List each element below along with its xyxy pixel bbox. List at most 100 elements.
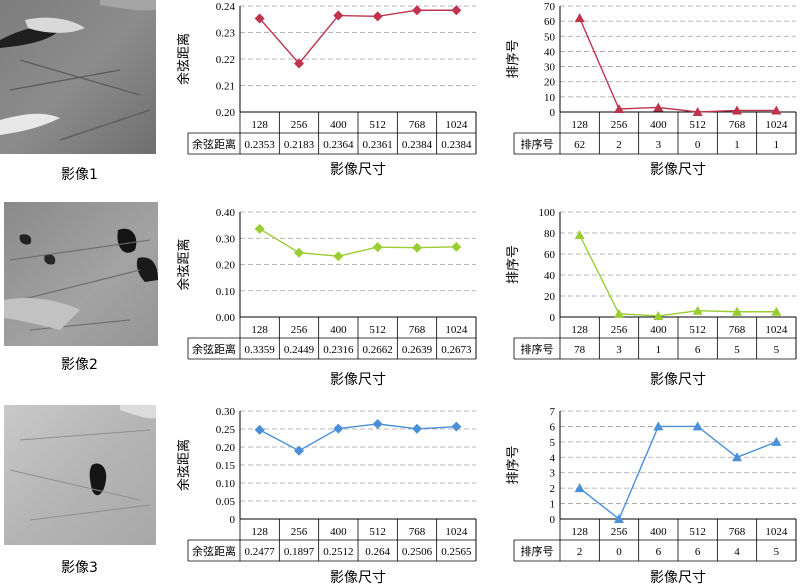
y-tick-label: 0.25	[216, 424, 236, 436]
y-tick-label: 0.15	[216, 460, 236, 472]
table-row-label: 排序号	[521, 544, 554, 558]
table-cell: 0.2316	[323, 344, 354, 356]
table-cell: 2	[616, 139, 622, 151]
x-tick-label: 1024	[765, 526, 788, 538]
y-tick-label: 0.10	[216, 478, 236, 490]
x-tick-label: 128	[251, 119, 268, 131]
table-cell: 5	[774, 344, 780, 356]
table-cell: 78	[574, 344, 586, 356]
y-tick-label: 2	[550, 483, 556, 495]
caption-image-1: 影像1	[61, 167, 98, 183]
x-tick-label: 512	[689, 119, 706, 131]
data-point	[653, 102, 664, 112]
data-point	[412, 423, 422, 434]
x-tick-label: 400	[650, 119, 667, 131]
satellite-image-1	[0, 0, 156, 154]
data-point	[614, 514, 624, 523]
data-point	[771, 105, 782, 115]
y-tick-label: 7	[550, 406, 556, 418]
data-point	[614, 103, 624, 113]
x-tick-label: 512	[369, 119, 386, 131]
table-cell: 5	[774, 546, 780, 558]
data-point	[771, 436, 782, 446]
y-tick-label: 30	[544, 62, 556, 74]
x-tick-label: 768	[409, 526, 426, 538]
table-cell: 0.264	[365, 546, 390, 558]
y-axis-label: 排序号	[506, 445, 521, 484]
x-tick-label: 1024	[765, 324, 788, 336]
x-tick-label: 1024	[445, 526, 468, 538]
table-cell: 1	[656, 344, 662, 356]
table-cell: 0.2353	[245, 139, 276, 151]
y-tick-label: 0.24	[216, 1, 236, 13]
y-tick-label: 0.20	[216, 442, 236, 454]
y-tick-label: 0.20	[216, 260, 236, 272]
table-cell: 0.2512	[323, 546, 353, 558]
table-cell: 0.2384	[441, 139, 472, 151]
chart-row1-cosine: 0.20 0.21 0.22 0.23 0.24 余弦距离 128 0.2353 256 0.21…	[176, 1, 477, 178]
table-cell: 6	[695, 546, 701, 558]
y-tick-label: 0.40	[216, 207, 236, 219]
y-axis-label: 余弦距离	[176, 238, 192, 290]
data-point	[294, 58, 304, 69]
x-tick-label: 256	[291, 324, 308, 336]
x-tick-label: 768	[729, 119, 746, 131]
y-tick-label: 0.20	[216, 107, 236, 119]
y-tick-label: 0.00	[216, 312, 236, 324]
data-point	[574, 483, 585, 493]
y-axis-label: 余弦距离	[176, 439, 192, 491]
y-tick-label: 0.30	[216, 233, 236, 245]
y-axis-label: 排序号	[506, 245, 521, 284]
y-tick-label: 0.21	[216, 81, 235, 93]
table-row-label: 余弦距离	[192, 544, 236, 558]
x-axis-label: 影像尺寸	[650, 570, 706, 585]
x-axis-label: 影像尺寸	[330, 570, 386, 585]
x-tick-label: 400	[330, 526, 347, 538]
chart-row2-cosine: 0.00 0.10 0.20 0.30 0.40 余弦距离 128 0.3359 256 0.24…	[176, 207, 477, 388]
x-tick-label: 128	[251, 526, 268, 538]
data-point	[254, 223, 265, 234]
x-axis-label: 影像尺寸	[330, 162, 386, 178]
data-point	[653, 310, 664, 320]
y-tick-label: 0.30	[216, 406, 236, 418]
table-row-label: 余弦距离	[192, 137, 236, 151]
y-tick-label: 0.22	[216, 54, 235, 66]
x-tick-label: 512	[369, 526, 386, 538]
data-point	[574, 230, 585, 240]
y-tick-label: 3	[550, 468, 556, 480]
y-tick-label: 20	[544, 77, 556, 89]
x-tick-label: 256	[291, 119, 308, 131]
data-point	[333, 423, 344, 434]
x-tick-label: 512	[689, 324, 706, 336]
caption-image-2: 影像2	[61, 357, 98, 373]
data-point	[333, 251, 344, 262]
x-tick-label: 512	[369, 324, 386, 336]
y-tick-label: 5	[550, 437, 556, 449]
x-tick-label: 768	[729, 324, 746, 336]
data-point	[372, 418, 383, 429]
data-point	[451, 421, 462, 432]
table-cell: 1	[774, 139, 780, 151]
data-point	[692, 107, 703, 116]
data-point	[254, 424, 265, 435]
x-tick-label: 400	[330, 324, 347, 336]
y-tick-label: 0.23	[216, 28, 236, 40]
x-tick-label: 128	[251, 324, 268, 336]
table-cell: 0.2361	[363, 139, 393, 151]
table-cell: 0.2506	[402, 546, 433, 558]
x-tick-label: 512	[689, 526, 706, 538]
table-row-label: 排序号	[521, 342, 554, 356]
data-point	[451, 241, 462, 252]
table-cell: 0.1897	[284, 546, 315, 558]
data-point	[451, 5, 462, 16]
table-cell: 1	[734, 139, 740, 151]
x-tick-label: 768	[409, 324, 426, 336]
data-point	[294, 247, 304, 258]
x-axis-label: 影像尺寸	[330, 372, 386, 388]
x-axis-label: 影像尺寸	[650, 372, 706, 388]
table-cell: 0.2183	[284, 139, 315, 151]
x-tick-label: 256	[291, 526, 308, 538]
table-cell: 6	[656, 546, 662, 558]
y-tick-label: 1	[550, 499, 556, 511]
